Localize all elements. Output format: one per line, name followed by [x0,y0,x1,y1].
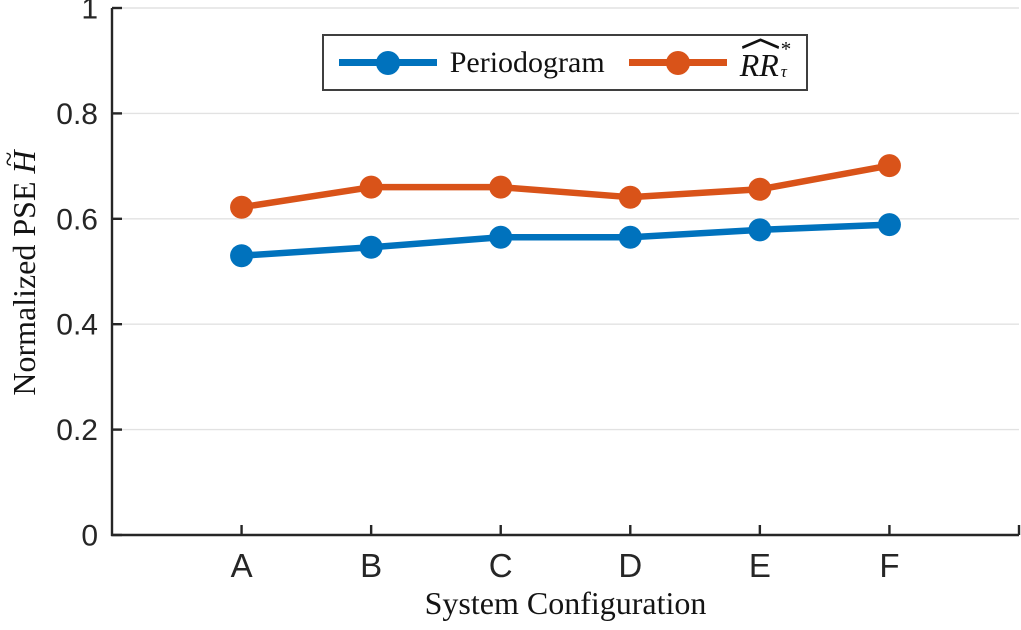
data-point-Periodogram-F [877,213,901,237]
data-point-RR-hat-star-tau-D [618,185,642,209]
legend-label-periodogram: Periodogram [449,45,605,79]
y-tick-label: 1 [81,0,98,26]
legend-dot-icon [375,50,400,75]
legend-dot-icon [665,50,690,75]
legend-item-rr-estimator: RR * τ [628,37,792,81]
legend: Periodogram RR * τ [322,34,808,91]
y-tick-label: 0.6 [56,203,98,236]
legend-item-periodogram: Periodogram [338,45,605,79]
x-axis-label: System Configuration [424,585,707,621]
series-line-Periodogram [238,221,893,259]
data-point-Periodogram-B [359,235,383,259]
rr-superscript: * [780,36,792,61]
data-point-Periodogram-C [489,225,513,249]
y-tick-label: 0.2 [56,414,98,447]
data-point-Periodogram-D [618,225,642,249]
wide-hat-icon [741,37,779,49]
x-tick-label: E [749,547,771,584]
data-point-RR-hat-star-tau-B [359,175,383,199]
x-tick-label: C [489,547,513,584]
legend-marker-rr-estimator [628,50,727,75]
rr-math-base: RR [740,37,779,81]
y-axis-label: Normalized PSE H~ [0,102,45,442]
data-point-Periodogram-E [748,218,772,242]
y-axis-label-math: H~ [0,148,45,173]
x-tick-label: F [879,547,899,584]
y-tick-label: 0.4 [56,309,98,342]
series-line-RR-hat-star-tau [238,162,893,211]
data-point-Periodogram-A [230,244,254,268]
rr-math-scripts: * τ [780,38,792,81]
x-tick-label: B [360,547,382,584]
data-point-RR-hat-star-tau-E [748,177,772,201]
y-tick-label: 0.8 [56,98,98,131]
x-tick-label: D [618,547,642,584]
data-point-RR-hat-star-tau-C [489,175,513,199]
y-axis-label-text: Normalized PSE [6,173,42,396]
data-point-RR-hat-star-tau-F [877,154,901,178]
rr-subscript: τ [780,61,787,81]
y-tick-label: 0 [81,520,98,553]
x-tick-label: A [231,547,253,584]
tilde-accent: ~ [0,152,30,167]
legend-marker-periodogram [338,50,437,75]
data-point-RR-hat-star-tau-A [230,195,254,219]
legend-label-rr-estimator: RR * τ [740,37,792,81]
